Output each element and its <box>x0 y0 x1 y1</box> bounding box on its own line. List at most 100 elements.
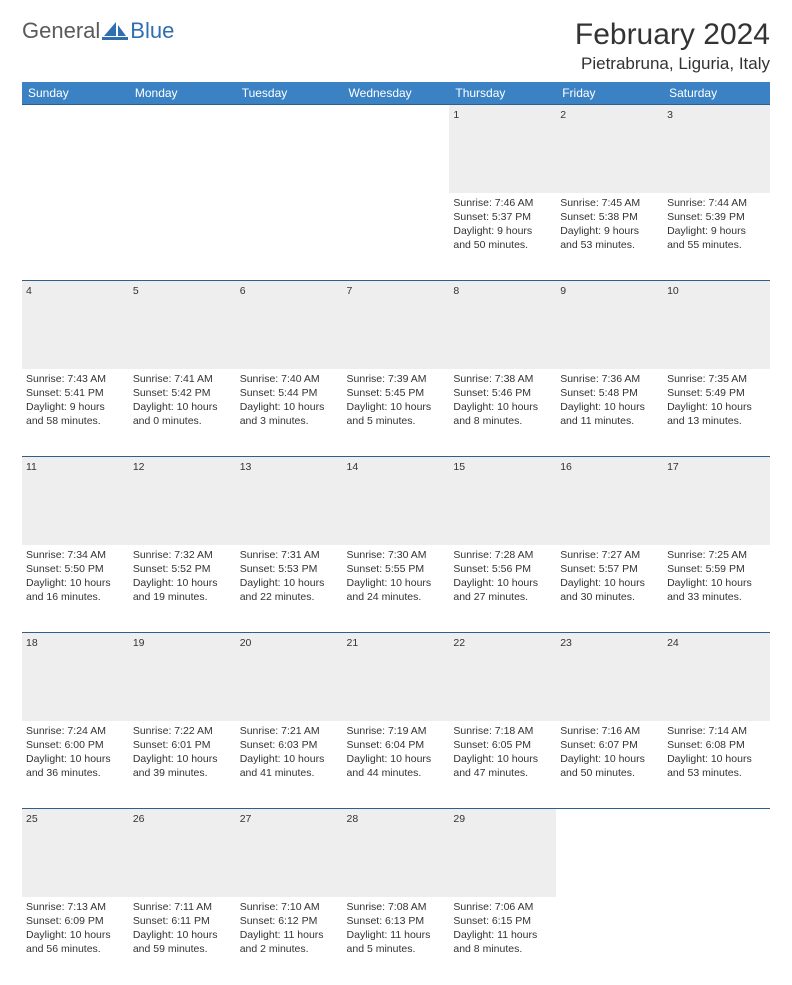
day-cell: Sunrise: 7:16 AMSunset: 6:07 PMDaylight:… <box>556 721 663 809</box>
day-cell <box>663 897 770 985</box>
sunset-text: Sunset: 6:12 PM <box>240 914 339 928</box>
day-cell: Sunrise: 7:30 AMSunset: 5:55 PMDaylight:… <box>343 545 450 633</box>
header: General Blue February 2024 Pietrabruna, … <box>22 18 770 74</box>
day-number-cell: 22 <box>449 633 556 721</box>
day-cell: Sunrise: 7:13 AMSunset: 6:09 PMDaylight:… <box>22 897 129 985</box>
day-content-row: Sunrise: 7:34 AMSunset: 5:50 PMDaylight:… <box>22 545 770 633</box>
day-number-cell: 20 <box>236 633 343 721</box>
daylight-text: Daylight: 10 hours and 3 minutes. <box>240 400 339 428</box>
sunrise-text: Sunrise: 7:38 AM <box>453 372 552 386</box>
sunset-text: Sunset: 5:39 PM <box>667 210 766 224</box>
daylight-text: Daylight: 10 hours and 47 minutes. <box>453 752 552 780</box>
daylight-text: Daylight: 9 hours and 58 minutes. <box>26 400 125 428</box>
daylight-text: Daylight: 10 hours and 30 minutes. <box>560 576 659 604</box>
sunrise-text: Sunrise: 7:22 AM <box>133 724 232 738</box>
day-number-cell: 1 <box>449 105 556 193</box>
title-block: February 2024 Pietrabruna, Liguria, Ital… <box>575 18 770 74</box>
logo-text-general: General <box>22 18 100 44</box>
sunset-text: Sunset: 5:50 PM <box>26 562 125 576</box>
day-number-cell <box>663 809 770 897</box>
sunset-text: Sunset: 6:11 PM <box>133 914 232 928</box>
day-cell: Sunrise: 7:08 AMSunset: 6:13 PMDaylight:… <box>343 897 450 985</box>
daynum-row: 18192021222324 <box>22 633 770 721</box>
day-cell: Sunrise: 7:19 AMSunset: 6:04 PMDaylight:… <box>343 721 450 809</box>
day-number-cell: 25 <box>22 809 129 897</box>
weekday-header: Monday <box>129 82 236 105</box>
day-number-cell: 26 <box>129 809 236 897</box>
daynum-row: 11121314151617 <box>22 457 770 545</box>
day-number-cell: 10 <box>663 281 770 369</box>
day-number-cell: 17 <box>663 457 770 545</box>
day-cell: Sunrise: 7:44 AMSunset: 5:39 PMDaylight:… <box>663 193 770 281</box>
daylight-text: Daylight: 10 hours and 56 minutes. <box>26 928 125 956</box>
day-cell: Sunrise: 7:22 AMSunset: 6:01 PMDaylight:… <box>129 721 236 809</box>
sunrise-text: Sunrise: 7:36 AM <box>560 372 659 386</box>
daylight-text: Daylight: 9 hours and 50 minutes. <box>453 224 552 252</box>
daylight-text: Daylight: 11 hours and 8 minutes. <box>453 928 552 956</box>
daylight-text: Daylight: 11 hours and 5 minutes. <box>347 928 446 956</box>
daylight-text: Daylight: 10 hours and 0 minutes. <box>133 400 232 428</box>
day-cell: Sunrise: 7:06 AMSunset: 6:15 PMDaylight:… <box>449 897 556 985</box>
day-cell: Sunrise: 7:28 AMSunset: 5:56 PMDaylight:… <box>449 545 556 633</box>
sunrise-text: Sunrise: 7:31 AM <box>240 548 339 562</box>
sunrise-text: Sunrise: 7:19 AM <box>347 724 446 738</box>
sunset-text: Sunset: 5:46 PM <box>453 386 552 400</box>
daylight-text: Daylight: 10 hours and 19 minutes. <box>133 576 232 604</box>
calendar-table: Sunday Monday Tuesday Wednesday Thursday… <box>22 82 770 985</box>
sunset-text: Sunset: 6:05 PM <box>453 738 552 752</box>
weekday-header-row: Sunday Monday Tuesday Wednesday Thursday… <box>22 82 770 105</box>
sunrise-text: Sunrise: 7:35 AM <box>667 372 766 386</box>
daynum-row: 45678910 <box>22 281 770 369</box>
day-number-cell: 19 <box>129 633 236 721</box>
sunrise-text: Sunrise: 7:44 AM <box>667 196 766 210</box>
day-cell: Sunrise: 7:41 AMSunset: 5:42 PMDaylight:… <box>129 369 236 457</box>
sunset-text: Sunset: 6:07 PM <box>560 738 659 752</box>
daylight-text: Daylight: 10 hours and 50 minutes. <box>560 752 659 780</box>
sunset-text: Sunset: 5:42 PM <box>133 386 232 400</box>
daylight-text: Daylight: 10 hours and 53 minutes. <box>667 752 766 780</box>
day-number-cell: 14 <box>343 457 450 545</box>
logo: General Blue <box>22 18 174 44</box>
sunrise-text: Sunrise: 7:21 AM <box>240 724 339 738</box>
day-cell: Sunrise: 7:40 AMSunset: 5:44 PMDaylight:… <box>236 369 343 457</box>
daylight-text: Daylight: 10 hours and 13 minutes. <box>667 400 766 428</box>
day-cell: Sunrise: 7:35 AMSunset: 5:49 PMDaylight:… <box>663 369 770 457</box>
sunrise-text: Sunrise: 7:08 AM <box>347 900 446 914</box>
day-number-cell <box>129 105 236 193</box>
daylight-text: Daylight: 10 hours and 5 minutes. <box>347 400 446 428</box>
sunset-text: Sunset: 5:59 PM <box>667 562 766 576</box>
day-number-cell: 6 <box>236 281 343 369</box>
location: Pietrabruna, Liguria, Italy <box>575 54 770 74</box>
day-cell: Sunrise: 7:43 AMSunset: 5:41 PMDaylight:… <box>22 369 129 457</box>
sunset-text: Sunset: 6:03 PM <box>240 738 339 752</box>
weekday-header: Saturday <box>663 82 770 105</box>
sunrise-text: Sunrise: 7:28 AM <box>453 548 552 562</box>
sunset-text: Sunset: 5:56 PM <box>453 562 552 576</box>
sunset-text: Sunset: 5:57 PM <box>560 562 659 576</box>
day-number-cell <box>343 105 450 193</box>
day-number-cell: 11 <box>22 457 129 545</box>
sunrise-text: Sunrise: 7:18 AM <box>453 724 552 738</box>
day-cell: Sunrise: 7:24 AMSunset: 6:00 PMDaylight:… <box>22 721 129 809</box>
day-cell: Sunrise: 7:45 AMSunset: 5:38 PMDaylight:… <box>556 193 663 281</box>
daylight-text: Daylight: 10 hours and 27 minutes. <box>453 576 552 604</box>
day-cell: Sunrise: 7:31 AMSunset: 5:53 PMDaylight:… <box>236 545 343 633</box>
sunrise-text: Sunrise: 7:40 AM <box>240 372 339 386</box>
sunrise-text: Sunrise: 7:24 AM <box>26 724 125 738</box>
sunset-text: Sunset: 5:49 PM <box>667 386 766 400</box>
sunset-text: Sunset: 5:45 PM <box>347 386 446 400</box>
sunrise-text: Sunrise: 7:45 AM <box>560 196 659 210</box>
sunset-text: Sunset: 6:13 PM <box>347 914 446 928</box>
day-cell: Sunrise: 7:14 AMSunset: 6:08 PMDaylight:… <box>663 721 770 809</box>
sunset-text: Sunset: 6:04 PM <box>347 738 446 752</box>
sunrise-text: Sunrise: 7:43 AM <box>26 372 125 386</box>
sunrise-text: Sunrise: 7:39 AM <box>347 372 446 386</box>
day-cell <box>343 193 450 281</box>
day-content-row: Sunrise: 7:43 AMSunset: 5:41 PMDaylight:… <box>22 369 770 457</box>
sunset-text: Sunset: 6:00 PM <box>26 738 125 752</box>
day-cell: Sunrise: 7:46 AMSunset: 5:37 PMDaylight:… <box>449 193 556 281</box>
daylight-text: Daylight: 10 hours and 16 minutes. <box>26 576 125 604</box>
sunset-text: Sunset: 5:55 PM <box>347 562 446 576</box>
day-number-cell: 7 <box>343 281 450 369</box>
logo-text-blue: Blue <box>130 18 174 44</box>
